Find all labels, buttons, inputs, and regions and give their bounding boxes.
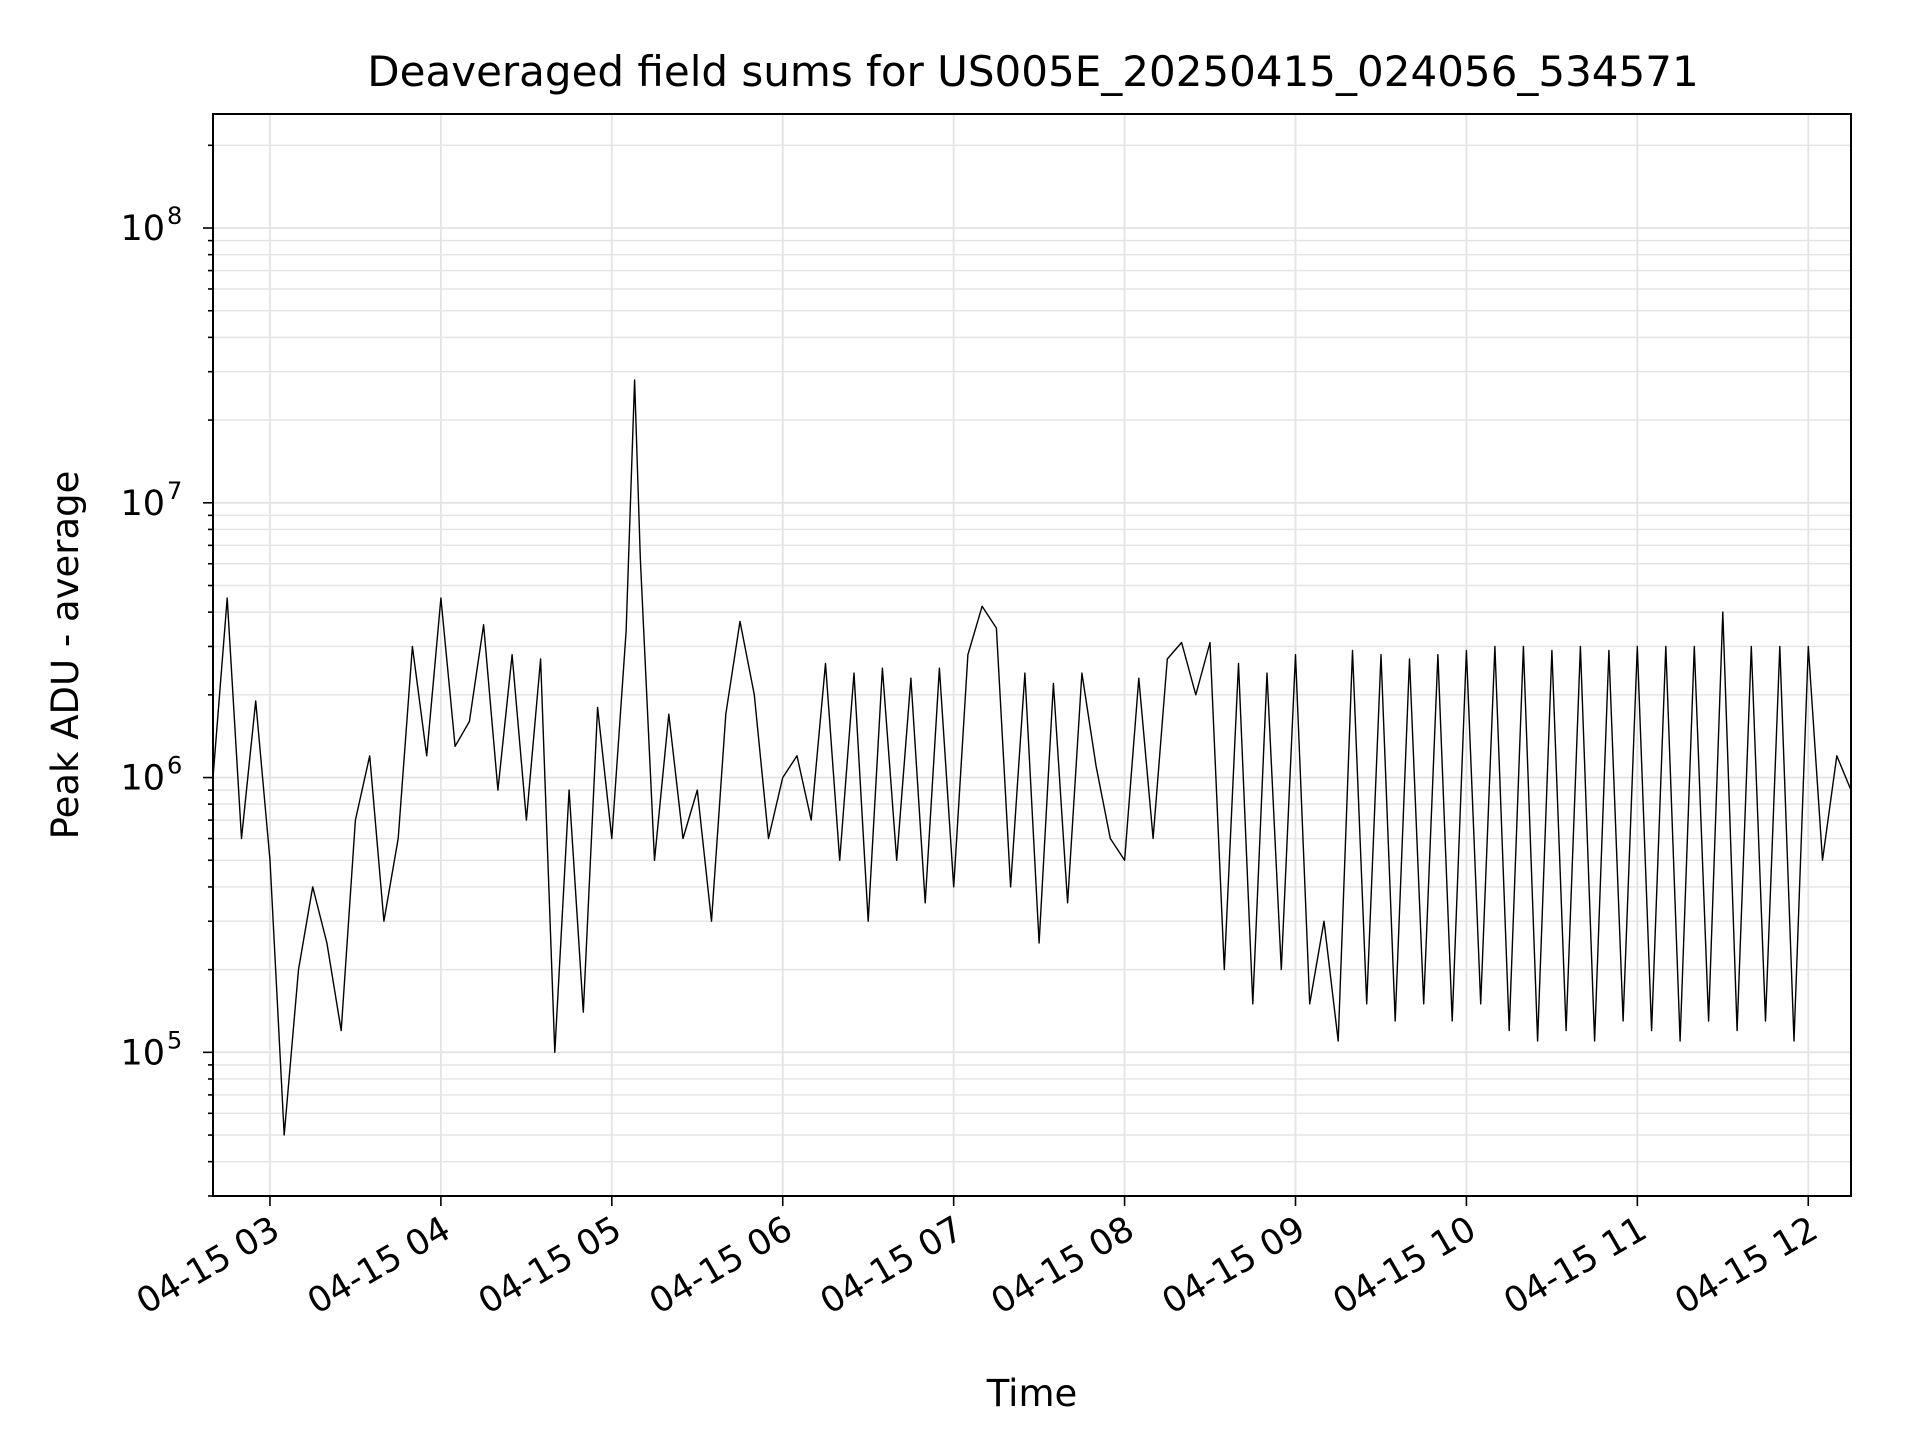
y-tick-label: 10	[120, 484, 165, 524]
y-tick-exponent: 6	[167, 752, 182, 780]
x-tick-label: 04-15 07	[814, 1209, 970, 1322]
series-line	[212, 379, 1852, 1136]
y-tick-label: 10	[120, 209, 165, 249]
x-tick-label: 04-15 12	[1668, 1209, 1824, 1322]
plot-frame	[212, 113, 1852, 1197]
y-tick-label: 10	[120, 1033, 165, 1073]
y-tick-exponent: 8	[167, 202, 182, 230]
x-axis-label: Time	[986, 1372, 1078, 1415]
x-tick-label: 04-15 11	[1498, 1209, 1654, 1322]
y-axis-label: Peak ADU - average	[44, 471, 87, 840]
x-tick-label: 04-15 09	[1156, 1209, 1312, 1322]
y-tick-label: 10	[120, 759, 165, 799]
x-tick-label: 04-15 04	[301, 1209, 457, 1322]
y-tick-exponent: 5	[167, 1026, 182, 1054]
y-tick-exponent: 7	[167, 477, 182, 505]
x-tick-label: 04-15 06	[643, 1209, 799, 1322]
chart-title: Deaveraged field sums for US005E_2025041…	[367, 47, 1698, 96]
x-tick-label: 04-15 03	[130, 1209, 286, 1322]
x-tick-label: 04-15 08	[985, 1209, 1141, 1322]
x-tick-label: 04-15 10	[1327, 1209, 1483, 1322]
x-tick-label: 04-15 05	[472, 1209, 628, 1322]
x-axis: 04-15 03 04-15 04 04-15 05 04-15 06 04-15 07…	[130, 1196, 1825, 1322]
grid	[213, 114, 1851, 1197]
